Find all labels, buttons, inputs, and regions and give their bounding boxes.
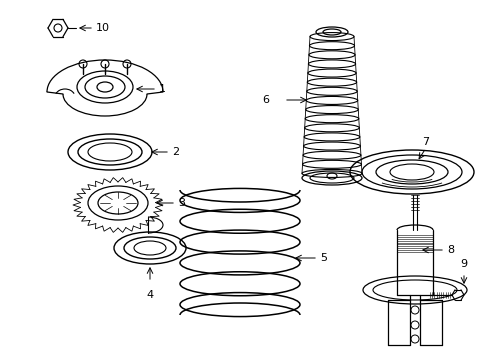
Text: 8: 8	[446, 245, 453, 255]
Text: 3: 3	[178, 198, 184, 208]
Text: 7: 7	[421, 137, 428, 147]
Text: 4: 4	[146, 290, 153, 300]
Text: 6: 6	[262, 95, 268, 105]
Text: 9: 9	[460, 259, 467, 269]
Text: 10: 10	[96, 23, 110, 33]
Text: 1: 1	[159, 84, 165, 94]
Text: 5: 5	[319, 253, 326, 263]
Text: 2: 2	[172, 147, 179, 157]
